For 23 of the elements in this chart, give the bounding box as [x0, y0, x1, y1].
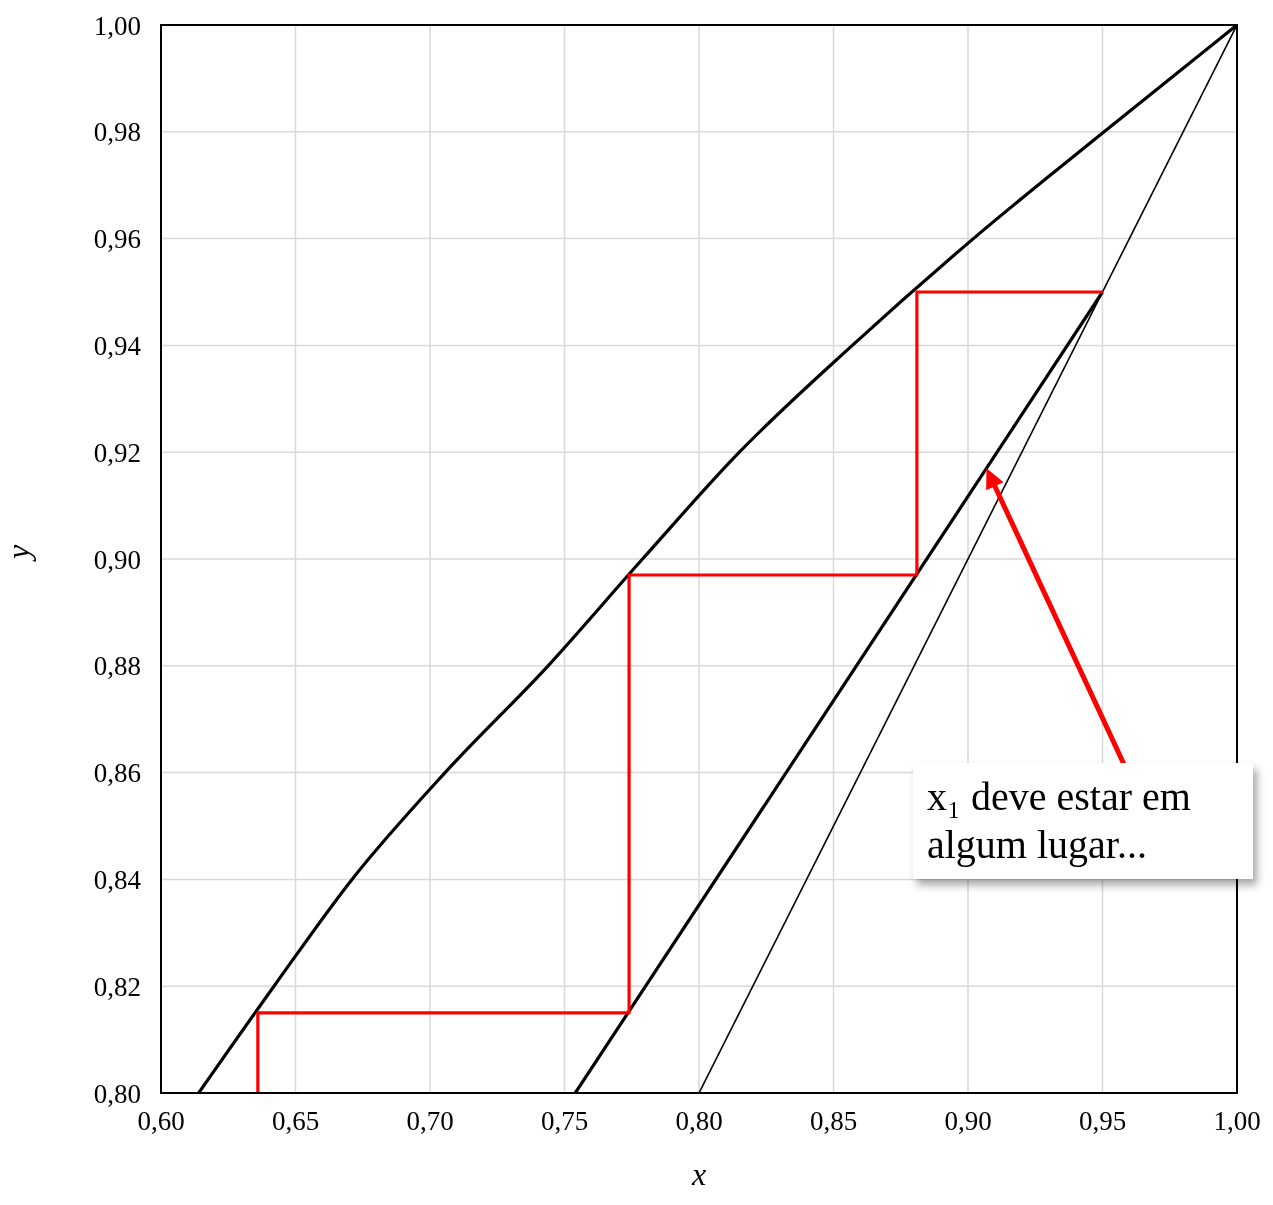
x-axis-title: x [690, 1156, 707, 1192]
x-tick-label: 0,80 [675, 1106, 723, 1137]
x-tick-label: 0,60 [137, 1106, 185, 1137]
y-tick-label: 0,82 [93, 971, 141, 1002]
y-tick-label: 0,94 [93, 330, 142, 361]
y-tick-label: 0,92 [93, 437, 141, 468]
y-tick-label: 0,98 [93, 117, 141, 148]
x-tick-label: 0,65 [271, 1106, 320, 1137]
x-tick-label: 0,70 [406, 1106, 454, 1137]
annotation: x₁ deve estar em algum lugar... [913, 763, 1253, 879]
x-tick-label: 0,95 [1078, 1106, 1127, 1137]
x-tick-label: 0,90 [944, 1106, 992, 1137]
y-axis-title: y [0, 544, 37, 562]
y-tick-label: 0,84 [93, 864, 142, 895]
x-tick-label: 1,00 [1213, 1106, 1261, 1137]
y-tick-label: 0,88 [93, 651, 141, 682]
y-tick-label: 0,96 [93, 224, 141, 255]
y-tick-label: 1,00 [93, 10, 141, 41]
y-tick-label: 0,90 [93, 544, 141, 575]
y-tick-label: 0,80 [93, 1078, 141, 1109]
x-tick-label: 0,75 [540, 1106, 589, 1137]
x-tick-label: 0,85 [809, 1106, 858, 1137]
y-tick-label: 0,86 [93, 758, 141, 789]
